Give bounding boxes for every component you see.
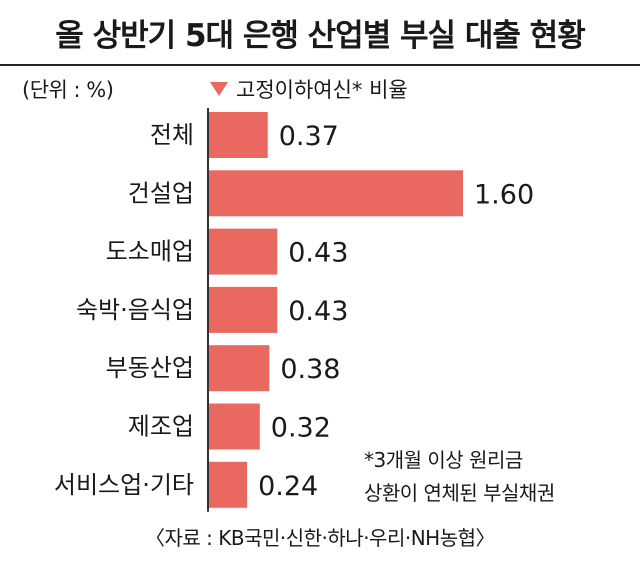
bar [209,170,463,217]
bar-chart: 전체 0.37 건설업 1.60 도소매업 0.43 숙박·음식업 0.43 부동산업 0.38 제… [54,108,534,512]
source-note: 〈자료 : KB국민·신한·하나·우리·NH농협〉 [144,526,496,550]
value-label: 0.43 [288,238,348,269]
bar [209,112,268,158]
footnote-line-2: 상환이 연체된 부실채권 [364,481,555,505]
category-label: 숙박·음식업 [76,296,194,324]
bar [209,286,278,333]
legend-triangle-icon [210,82,228,96]
footnote-line-1: *3개월 이상 원리금 [364,448,523,472]
category-label: 부동산업 [106,354,194,382]
legend: 고정이하여신* 비율 [210,74,408,104]
bar [209,403,260,450]
value-label: 0.32 [271,413,331,444]
category-label: 도소매업 [106,238,194,266]
bar [209,228,278,275]
legend-label: 고정이하여신* 비율 [236,78,408,102]
value-label: 0.24 [258,471,318,502]
unit-label: (단위 : %) [22,78,114,102]
category-label: 제조업 [128,413,194,441]
value-label: 0.43 [288,296,348,327]
bar [209,461,248,508]
chart-title: 올 상반기 5대 은행 산업별 부실 대출 현황 [0,0,640,66]
category-label: 건설업 [128,179,194,207]
category-label: 서비스업·기타 [54,471,194,499]
footnote: *3개월 이상 원리금 상환이 연체된 부실채권 [364,444,614,510]
value-label: 1.60 [474,179,534,210]
bar [209,345,270,392]
category-label: 전체 [150,121,194,149]
value-label: 0.38 [280,354,340,385]
value-label: 0.37 [279,121,339,152]
